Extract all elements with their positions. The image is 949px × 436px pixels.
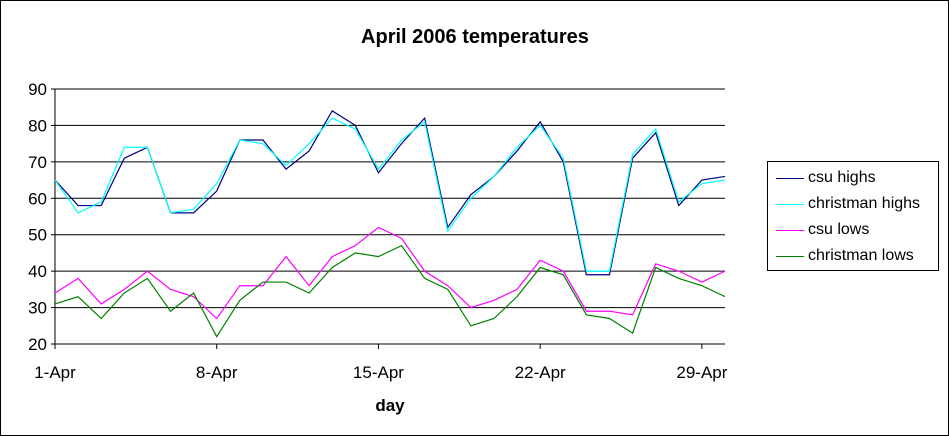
series-line-csu-lows	[54, 226, 726, 320]
x-tick-label: 1-Apr	[34, 363, 76, 382]
x-axis-label: day	[375, 396, 405, 415]
y-tick-label: 30	[28, 299, 47, 318]
chart-title: April 2006 temperatures	[361, 26, 589, 48]
legend-swatch	[776, 203, 804, 205]
x-tick-label: 22-Apr	[515, 363, 566, 382]
legend-swatch	[776, 177, 804, 179]
legend-swatch	[776, 229, 804, 231]
y-tick-label: 50	[28, 226, 47, 245]
legend-label: christman highs	[808, 195, 921, 212]
y-tick-label: 70	[28, 153, 47, 172]
y-tick-label: 90	[28, 80, 47, 99]
y-tick-label: 80	[28, 116, 47, 135]
x-tick-label: 29-Apr	[676, 363, 727, 382]
x-tick-labels: 1-Apr 8-Apr 15-Apr 22-Apr 29-Apr	[34, 363, 728, 382]
legend-item: christman highs	[776, 193, 920, 215]
legend-label: csu lows	[808, 221, 870, 238]
legend: csu highs christman highs csu lows christma…	[767, 161, 939, 271]
y-tick-labels: 20 30 40 50 60 70 80 90	[28, 80, 47, 354]
legend-label: christman lows	[808, 247, 914, 264]
series-line-christman-lows	[54, 244, 726, 338]
axes	[51, 88, 725, 349]
series-line-christman-highs	[54, 117, 726, 272]
legend-item: christman lows	[776, 245, 914, 267]
gridlines	[55, 88, 725, 309]
x-tick-label: 8-Apr	[196, 363, 238, 382]
y-tick-label: 40	[28, 262, 47, 281]
y-tick-label: 60	[28, 189, 47, 208]
series-lines	[54, 110, 726, 338]
legend-swatch	[776, 255, 804, 257]
y-tick-label: 20	[28, 335, 47, 354]
x-tick-label: 15-Apr	[353, 363, 404, 382]
legend-label: csu highs	[808, 169, 876, 186]
legend-item: csu highs	[776, 167, 876, 189]
legend-item: csu lows	[776, 219, 869, 241]
